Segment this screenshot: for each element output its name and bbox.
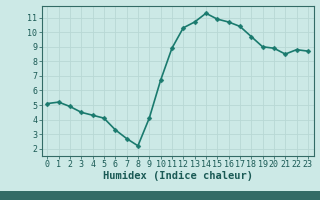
X-axis label: Humidex (Indice chaleur): Humidex (Indice chaleur) <box>103 171 252 181</box>
